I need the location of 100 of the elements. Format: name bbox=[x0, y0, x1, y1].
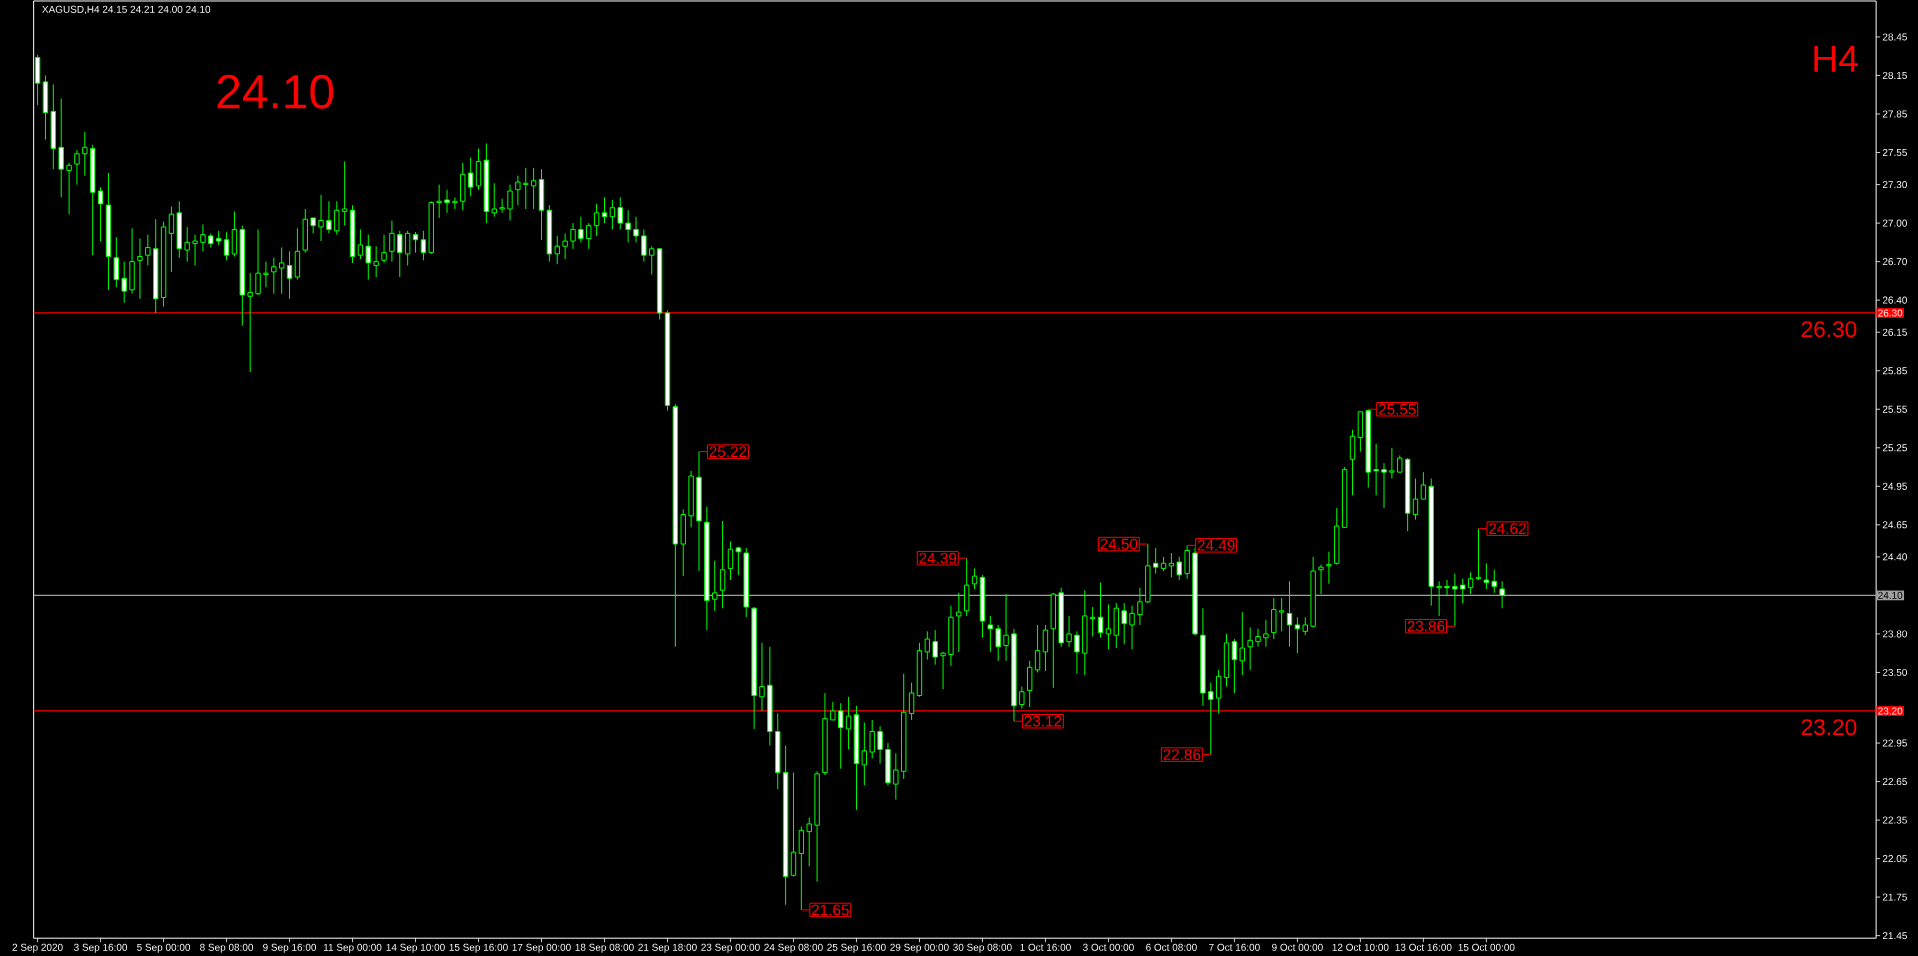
candlestick bbox=[1105, 603, 1112, 650]
candlestick bbox=[1255, 628, 1261, 648]
candlestick bbox=[145, 234, 151, 266]
candlestick bbox=[1184, 544, 1190, 580]
candlestick bbox=[971, 567, 978, 590]
annotation: 23.12 bbox=[1024, 715, 1062, 727]
x-tick-label: 18 Sep 08:00 bbox=[575, 943, 634, 953]
candlestick bbox=[326, 200, 332, 234]
x-tick-label: 5 Sep 00:00 bbox=[137, 943, 191, 953]
candlestick bbox=[562, 232, 568, 260]
candlestick bbox=[200, 223, 206, 252]
ref-line-label: 26.30 bbox=[1878, 309, 1903, 317]
candlestick bbox=[1042, 624, 1049, 672]
candlestick bbox=[1373, 443, 1379, 496]
x-tick-label: 11 Sep 00:00 bbox=[323, 943, 382, 953]
candlestick bbox=[121, 261, 127, 304]
candlestick bbox=[1074, 630, 1080, 675]
y-tick-label: 23.50 bbox=[1882, 668, 1907, 676]
candlestick bbox=[192, 234, 198, 266]
candlestick bbox=[1499, 580, 1505, 609]
candlestick bbox=[412, 231, 419, 254]
annotation: 22.86 bbox=[1163, 749, 1201, 760]
y-tick-label: 25.25 bbox=[1882, 444, 1907, 452]
annotation: 25.55 bbox=[1378, 403, 1416, 415]
x-tick-label: 12 Oct 10:00 bbox=[1332, 943, 1389, 951]
candlestick bbox=[1278, 597, 1285, 632]
candlestick bbox=[1294, 616, 1301, 654]
y-tick-label: 27.85 bbox=[1882, 110, 1907, 118]
candlestick bbox=[373, 245, 379, 278]
candlestick bbox=[1318, 564, 1324, 595]
x-tick-label: 30 Sep 08:00 bbox=[953, 943, 1012, 953]
y-tick-label: 26.70 bbox=[1882, 258, 1907, 266]
candlestick bbox=[397, 230, 403, 278]
candlestick bbox=[554, 235, 560, 265]
candlestick bbox=[570, 222, 576, 250]
y-tick-label: 22.95 bbox=[1882, 739, 1907, 747]
candlestick bbox=[641, 228, 647, 263]
candlestick bbox=[908, 682, 915, 721]
candlestick bbox=[334, 200, 340, 236]
candlestick bbox=[719, 520, 726, 609]
candlestick bbox=[1475, 528, 1482, 581]
candlestick bbox=[861, 721, 868, 786]
y-tick-label: 22.65 bbox=[1882, 777, 1907, 786]
candlestick bbox=[278, 246, 285, 295]
annotation: 24.39 bbox=[919, 552, 957, 564]
y-tick-label: 21.75 bbox=[1882, 893, 1907, 901]
candlestick bbox=[1215, 669, 1222, 714]
candlestick bbox=[97, 186, 104, 242]
candlestick bbox=[357, 228, 364, 260]
annotation: 24.50 bbox=[1100, 538, 1138, 550]
y-tick-label: 28.45 bbox=[1882, 33, 1907, 41]
candlestick bbox=[609, 199, 616, 230]
candlestick bbox=[1460, 578, 1466, 604]
candlestick bbox=[727, 540, 734, 581]
candlestick bbox=[82, 131, 88, 177]
candlestick bbox=[617, 196, 623, 230]
candlestick bbox=[1137, 587, 1143, 626]
candlestick bbox=[995, 624, 1001, 662]
candlestick bbox=[523, 167, 529, 210]
candlestick bbox=[877, 725, 883, 765]
candlestick bbox=[1034, 624, 1041, 673]
ref-line-label: 23.20 bbox=[1878, 707, 1903, 715]
candlestick bbox=[223, 231, 230, 261]
candlestick bbox=[271, 257, 277, 295]
annotation: 21.65 bbox=[811, 904, 849, 916]
candlestick bbox=[113, 236, 120, 288]
candlestick bbox=[1066, 615, 1072, 648]
candlestick bbox=[389, 219, 395, 263]
candlestick bbox=[420, 230, 427, 261]
y-tick-label: 26.40 bbox=[1882, 296, 1907, 304]
candlestick bbox=[1349, 429, 1356, 496]
candlestick bbox=[893, 752, 899, 800]
annotation: 26.30 bbox=[1801, 321, 1857, 338]
x-tick-label: 23 Sep 00:00 bbox=[701, 943, 760, 953]
candlestick bbox=[318, 194, 324, 242]
candlestick bbox=[1097, 581, 1104, 639]
candlestick bbox=[341, 160, 348, 227]
y-tick-label: 23.80 bbox=[1882, 630, 1907, 638]
candlestick bbox=[1452, 573, 1458, 627]
x-tick-label: 8 Sep 08:00 bbox=[200, 943, 254, 953]
candlestick bbox=[586, 222, 592, 250]
candlestick bbox=[649, 245, 655, 275]
candlestick bbox=[798, 825, 805, 911]
x-tick-label: 17 Sep 00:00 bbox=[512, 943, 571, 953]
candlestick bbox=[1491, 569, 1497, 594]
x-tick-label: 25 Sep 16:00 bbox=[827, 943, 886, 953]
candlestick bbox=[365, 234, 371, 281]
candlestick bbox=[1089, 606, 1096, 637]
candlestick bbox=[1420, 471, 1427, 500]
x-tick-label: 21 Sep 18:00 bbox=[638, 943, 697, 953]
y-tick-label: 26.15 bbox=[1882, 328, 1907, 336]
chart-title: XAGUSD,H4 24.15 24.21 24.00 24.10 bbox=[42, 5, 211, 15]
y-tick-label: 22.05 bbox=[1882, 854, 1907, 863]
candlestick bbox=[1286, 580, 1293, 648]
y-tick-label: 27.30 bbox=[1882, 180, 1907, 189]
candlestick bbox=[1436, 580, 1442, 617]
candlestick bbox=[467, 157, 474, 197]
x-tick-label: 15 Oct 00:00 bbox=[1458, 943, 1515, 951]
candlestick bbox=[1467, 571, 1474, 595]
x-tick-label: 13 Oct 16:00 bbox=[1395, 943, 1452, 951]
